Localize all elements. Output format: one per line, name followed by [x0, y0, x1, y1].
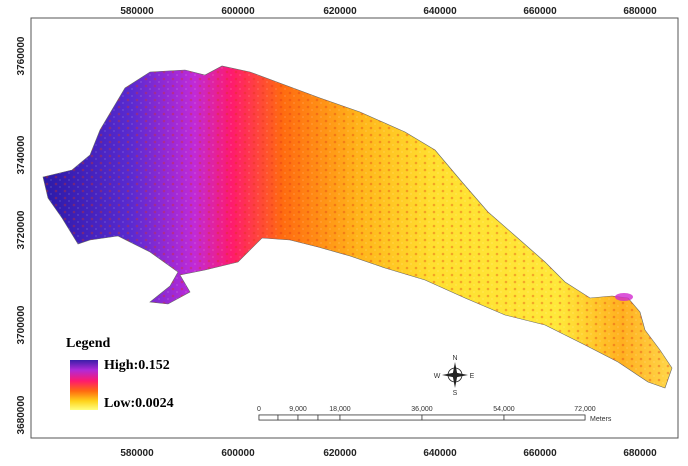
scale-bar: 0 9,000 18,000 36,000 54,000 72,000 Mete…	[257, 406, 612, 423]
south-label: S	[453, 390, 458, 397]
x-tick-bottom: 640000	[423, 448, 457, 459]
west-label: W	[434, 373, 441, 380]
x-tick-top: 680000	[623, 6, 657, 17]
compass-rose-icon: N S E W	[434, 355, 475, 397]
y-tick: 3720000	[16, 210, 27, 249]
region-texture	[43, 66, 672, 388]
legend: Legend High:0.152 Low:0.0024	[62, 336, 202, 416]
x-tick-bottom: 660000	[523, 448, 557, 459]
legend-high-label: High:0.152	[104, 358, 170, 373]
y-axis-left: 3760000 3740000 3720000 3700000 3680000	[16, 36, 27, 434]
x-tick-bottom: 580000	[120, 448, 154, 459]
region-cap	[615, 293, 633, 301]
east-label: E	[470, 373, 475, 380]
x-tick-top: 580000	[120, 6, 154, 17]
x-tick-top: 640000	[423, 6, 457, 17]
x-tick-bottom: 680000	[623, 448, 657, 459]
x-tick-bottom: 620000	[323, 448, 357, 459]
x-axis-top: 580000 600000 620000 640000 660000 68000…	[120, 6, 657, 17]
x-tick-top: 660000	[523, 6, 557, 17]
y-tick: 3700000	[16, 305, 27, 344]
scale-unit: Meters	[590, 416, 612, 423]
y-tick: 3740000	[16, 135, 27, 174]
scale-label: 9,000	[289, 406, 307, 413]
scale-label: 36,000	[411, 406, 433, 413]
scale-label: 18,000	[329, 406, 351, 413]
scale-label: 72,000	[574, 406, 596, 413]
x-tick-top: 600000	[221, 6, 255, 17]
legend-color-ramp	[70, 360, 98, 410]
scale-label: 0	[257, 406, 261, 413]
y-tick: 3760000	[16, 36, 27, 75]
legend-title: Legend	[66, 336, 111, 351]
x-axis-bottom: 580000 600000 620000 640000 660000 68000…	[120, 448, 657, 459]
x-tick-bottom: 600000	[221, 448, 255, 459]
y-tick: 3680000	[16, 395, 27, 434]
scale-label: 54,000	[493, 406, 515, 413]
x-tick-top: 620000	[323, 6, 357, 17]
legend-low-label: Low:0.0024	[104, 396, 174, 411]
north-label: N	[452, 355, 457, 362]
